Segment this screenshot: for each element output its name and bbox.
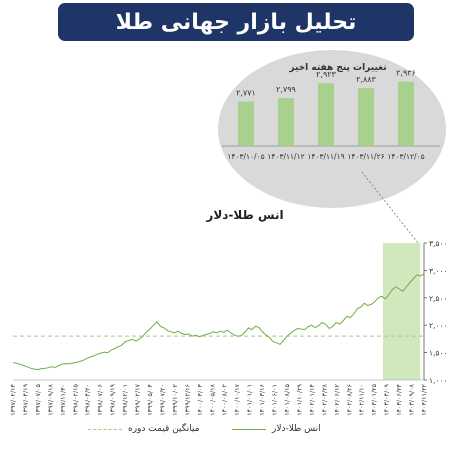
y-tick-label: ۱,۵۰۰ bbox=[429, 349, 448, 358]
bar bbox=[238, 101, 254, 146]
highlight-period bbox=[382, 243, 421, 380]
legend-series-label: انس طلا-دلار bbox=[272, 424, 321, 434]
bar-chart-title: تغییرات پنج هفته اخیر bbox=[289, 63, 387, 73]
x-tick-label: ۱۴۰۰/۰۸/۰۲ bbox=[221, 383, 229, 415]
x-tick-label: ۱۴۰۰/۱۰/۱۷ bbox=[233, 383, 241, 415]
bar bbox=[398, 81, 414, 146]
bar-category-label: ۱۴۰۳/۱۱/۱۲ bbox=[267, 152, 304, 161]
x-tick-label: ۱۳۹۸/۰۴/۲۰ bbox=[84, 384, 92, 416]
x-tick-label: ۱۴۰۱/۰۳/۱۶ bbox=[258, 384, 266, 416]
x-tick-label: ۱۴۰۳/۰۶/۲۴ bbox=[395, 383, 403, 415]
x-tick-label: ۱۴۰۱/۰۶/۰۱ bbox=[271, 384, 279, 416]
bar-value-label: ۲,۹۳۶ bbox=[396, 69, 416, 78]
bar-category-label: ۱۴۰۳/۱۲/۰۵ bbox=[387, 152, 424, 161]
x-tick-label: ۱۳۹۹/۰۲/۱۷ bbox=[134, 383, 142, 415]
page-title: تحلیل بازار جهانی طلا bbox=[58, 3, 414, 41]
bar-category-label: ۱۴۰۳/۱۰/۰۵ bbox=[227, 152, 264, 161]
x-tick-label: ۱۴۰۳/۰۹/۰۸ bbox=[408, 383, 416, 415]
y-tick-label: ۳,۰۰۰ bbox=[429, 266, 448, 275]
x-tick-label: ۱۴۰۳/۰۱/۲۵ bbox=[370, 383, 378, 415]
x-tick-label: ۱۳۹۹/۱۲/۱۶ bbox=[183, 384, 191, 416]
x-tick-label: ۱۳۹۷/۰۲/۱۴ bbox=[9, 383, 17, 415]
gold-price-series-line bbox=[12, 273, 425, 371]
x-tick-label: ۱۳۹۹/۱۰/۰۲ bbox=[171, 383, 179, 415]
x-tick-label: ۱۴۰۳/۰۴/۰۹ bbox=[383, 383, 391, 415]
x-tick-label: ۱۳۹۸/۰۹/۱۹ bbox=[109, 383, 117, 415]
x-tick-label: ۱۳۹۷/۰۴/۱۹ bbox=[21, 383, 29, 415]
x-tick-label: ۱۴۰۲/۰۱/۱۴ bbox=[308, 383, 316, 415]
x-tick-label: ۱۴۰۱/۰۸/۱۵ bbox=[283, 383, 291, 415]
x-tick-label: ۱۴۰۰/۰۵/۱۸ bbox=[208, 383, 216, 415]
legend-item-series: انس طلا-دلار bbox=[232, 422, 321, 436]
line-chart-title: انس طلا-دلار bbox=[206, 208, 284, 222]
bar bbox=[278, 98, 294, 146]
x-tick-label: ۱۴۰۱/۰۱/۰۱ bbox=[246, 384, 254, 416]
legend-item-average: میانگین قیمت دوره bbox=[88, 422, 200, 436]
legend-average-label: میانگین قیمت دوره bbox=[128, 424, 200, 434]
x-tick-label: ۱۳۹۹/۰۷/۲۰ bbox=[158, 384, 166, 416]
legend-average-swatch bbox=[88, 428, 122, 430]
bar bbox=[358, 88, 374, 146]
x-tick-label: ۱۳۹۷/۰۹/۱۸ bbox=[46, 383, 54, 415]
x-tick-label: ۱۳۹۸/۰۷/۰۶ bbox=[96, 384, 104, 416]
y-tick-label: ۱,۰۰۰ bbox=[429, 376, 448, 385]
bar-value-label: ۲,۸۸۳ bbox=[356, 75, 376, 84]
x-tick-label: ۱۴۰۰/۰۳/۰۳ bbox=[196, 383, 204, 415]
bubble-connector bbox=[361, 171, 419, 244]
x-tick-label: ۱۴۰۲/۰۳/۲۸ bbox=[320, 383, 328, 415]
bar bbox=[318, 83, 334, 146]
x-tick-label: ۱۴۰۲/۰۶/۱۲ bbox=[333, 383, 341, 415]
bar-value-label: ۲,۷۹۹ bbox=[276, 85, 296, 94]
legend-series-swatch bbox=[232, 428, 266, 430]
x-tick-label: ۱۴۰۱/۱۰/۲۹ bbox=[295, 383, 303, 415]
x-tick-label: ۱۳۹۸/۱۲/۰۱ bbox=[121, 384, 129, 416]
y-tick-label: ۳,۵۰۰ bbox=[429, 239, 448, 248]
x-tick-label: ۱۴۰۲/۰۸/۲۶ bbox=[345, 384, 353, 416]
page-title-text: تحلیل بازار جهانی طلا bbox=[115, 9, 357, 35]
bar-category-label: ۱۴۰۳/۱۱/۱۹ bbox=[307, 152, 344, 161]
x-tick-label: ۱۳۹۷/۰۷/۰۵ bbox=[34, 383, 42, 415]
bar-category-label: ۱۴۰۳/۱۱/۲۶ bbox=[347, 152, 384, 161]
x-tick-label: ۱۴۰۳/۱۱/۲۲ bbox=[420, 383, 428, 415]
x-tick-label: ۱۳۹۸/۰۲/۱۵ bbox=[71, 383, 79, 415]
x-tick-label: ۱۳۹۹/۰۵/۰۴ bbox=[146, 383, 154, 415]
y-tick-label: ۲,۰۰۰ bbox=[429, 321, 448, 330]
x-tick-label: ۱۳۹۷/۱۱/۳۰ bbox=[59, 384, 67, 416]
bar-value-label: ۲,۹۲۳ bbox=[316, 70, 336, 79]
y-tick-label: ۲,۵۰۰ bbox=[429, 294, 448, 303]
x-tick-label: ۱۴۰۲/۱۱/۱۰ bbox=[358, 384, 366, 416]
bar-value-label: ۲,۷۷۱ bbox=[236, 88, 256, 97]
